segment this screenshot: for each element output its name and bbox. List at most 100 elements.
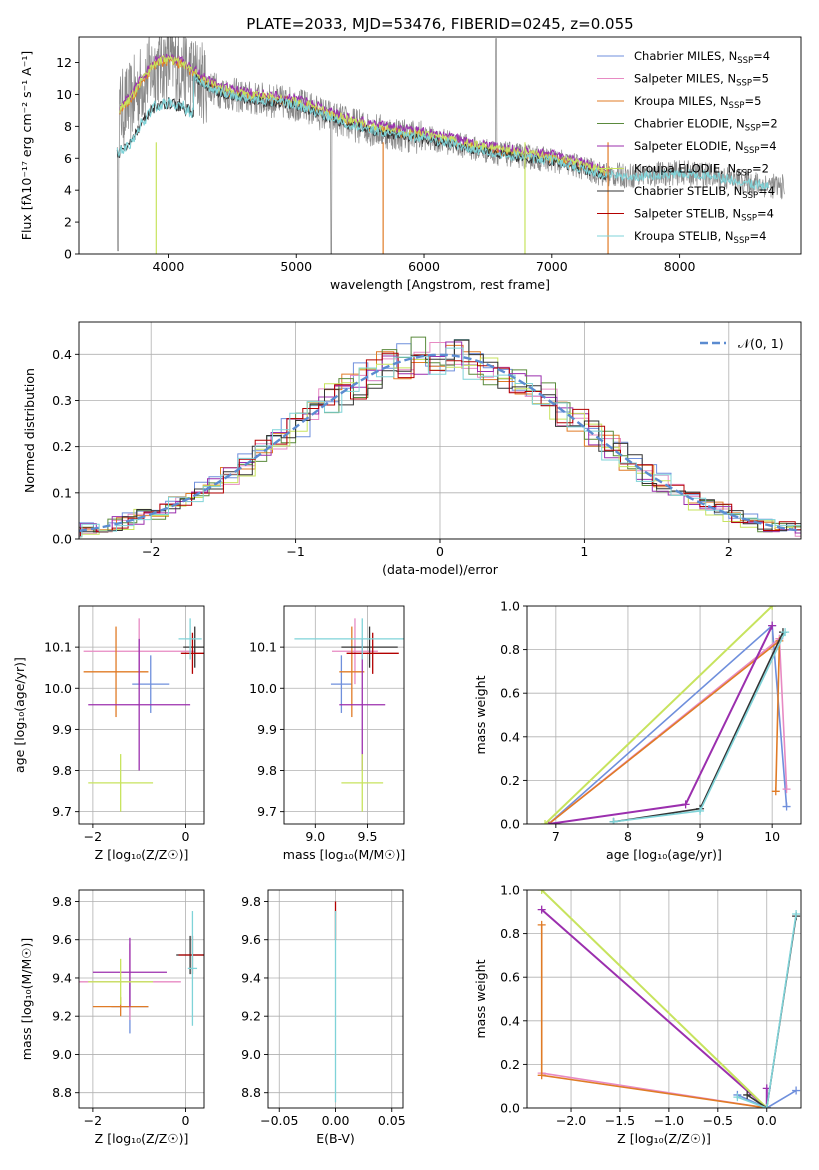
x-axis-label: Z [log₁₀(Z/Z☉)] (617, 1131, 711, 1146)
x-tick-label: 0 (436, 544, 444, 559)
x-tick-label: 9 (696, 829, 704, 844)
residual-legend: 𝒩(0, 1) (700, 336, 784, 351)
y-tick-label: 9.7 (52, 804, 72, 819)
axes-frame (526, 889, 802, 1109)
mass-weight-marker (762, 1104, 771, 1108)
legend-nssp-value: =4 (760, 139, 777, 153)
mass-weight-marker (537, 1071, 546, 1080)
y-tick-label: 0.0 (52, 532, 72, 547)
y-tick-label: 9.8 (257, 763, 277, 778)
x-tick-label: 9.5 (358, 829, 378, 844)
x-axis-label: (data-model)/error (382, 562, 499, 577)
axes-massweight_vs_Z: −2.0 −1.5 −1.0 −0.5 0.0 0.0 0.2 0.4 0.6 0.8 1.0 Z [… (473, 883, 802, 1146)
x-axis-label: wavelength [Angstrom, rest frame] (330, 277, 550, 292)
x-tick-label: 9.0 (305, 829, 325, 844)
y-axis-label: Normed distribution (22, 368, 37, 493)
legend-subscript: SSP (729, 101, 745, 111)
mass-weight-marker (768, 606, 777, 610)
plot-area (79, 606, 204, 824)
y-tick-label: 0.6 (500, 686, 520, 701)
y-tick-label: 0.2 (52, 439, 72, 454)
y-axis-label: mass weight (473, 959, 488, 1038)
x-tick-label: −0.05 (260, 1113, 298, 1128)
axes-residuals: 𝒩(0, 1) −2 −1 0 1 2 0.0 0.1 0.2 0.3 0.4 (data-model… (22, 321, 802, 577)
axes-massweight_vs_age: 7 8 9 10 0.0 0.2 0.4 0.6 0.8 1.0 age [log₁₀(age/yr… (473, 599, 802, 862)
x-tick-label: 7 (552, 829, 560, 844)
legend-nssp-value: =4 (757, 207, 774, 221)
axes-frame (526, 605, 802, 825)
y-tick-label: 0.1 (52, 485, 72, 500)
legend-series-name: Salpeter STELIB, N (634, 207, 741, 221)
plot-area (116, 37, 785, 254)
mass-weight-line (540, 924, 767, 1108)
y-tick-label: 0.8 (500, 926, 520, 941)
axes-frame (78, 605, 205, 825)
legend-nssp-value: =4 (753, 49, 770, 63)
legend-series-name: Salpeter MILES, N (634, 72, 736, 86)
y-tick-label: 0.4 (500, 1013, 520, 1028)
legend-entry-label: Chabrier STELIB, NSSP=4 (634, 184, 775, 201)
legend-series-name: Chabrier ELODIE, N (634, 117, 745, 131)
mass-weight-line (613, 631, 784, 823)
mass-weight-marker (696, 806, 705, 815)
legend-subscript: SSP (736, 79, 752, 89)
legend-series-name: Chabrier STELIB, N (634, 184, 742, 198)
legend-entry-label: Kroupa MILES, NSSP=5 (634, 94, 761, 111)
figure-title: PLATE=2033, MJD=53476, FIBERID=0245, z=0… (246, 15, 633, 33)
mass-weight-marker (609, 817, 618, 824)
mass-weight-marker (537, 905, 546, 914)
mass-weight-marker (768, 621, 777, 630)
x-tick-label: 0.05 (378, 1113, 406, 1128)
residual-histogram (79, 347, 801, 538)
y-tick-label: 9.2 (241, 1009, 261, 1024)
axes-frame (78, 889, 205, 1109)
x-tick-label: −2 (142, 544, 160, 559)
y-tick-label: 9.8 (52, 763, 72, 778)
y-tick-label: 10.1 (249, 640, 277, 655)
y-tick-label: 1.0 (500, 883, 520, 898)
x-tick-label: 0 (182, 829, 190, 844)
y-tick-label: 9.6 (241, 932, 261, 947)
mass-weight-marker (792, 909, 801, 918)
legend-entry-label: Kroupa STELIB, NSSP=4 (634, 229, 766, 246)
legend-subscript: SSP (737, 56, 753, 66)
legend-series-name: Kroupa STELIB, N (634, 229, 734, 243)
y-tick-label: 4 (64, 183, 72, 198)
x-axis-label: Z [log₁₀(Z/Z☉)] (95, 1131, 189, 1146)
y-tick-label: 9.7 (257, 804, 277, 819)
y-tick-label: 12 (56, 55, 72, 70)
legend-entry-label: Salpeter STELIB, NSSP=4 (634, 207, 774, 224)
x-tick-label: 0.00 (322, 1113, 350, 1128)
legend-nssp-value: =4 (758, 184, 775, 198)
x-tick-label: −0.5 (703, 1113, 733, 1128)
y-tick-label: 0.2 (500, 773, 520, 788)
legend-entry-label: Chabrier ELODIE, NSSP=2 (634, 117, 778, 134)
x-tick-label: 4000 (153, 259, 185, 274)
x-tick-label: 0 (182, 1113, 190, 1128)
legend-subscript: SSP (745, 124, 761, 134)
y-tick-label: 9.2 (52, 1009, 72, 1024)
legend-nssp-value: =4 (749, 229, 766, 243)
y-axis-label: age [log₁₀(age/yr)] (12, 657, 27, 773)
mass-weight-marker (733, 1093, 742, 1102)
y-tick-label: 0.8 (500, 642, 520, 657)
y-tick-label: 0.3 (52, 393, 72, 408)
mass-weight-line (544, 606, 773, 824)
mass-weight-line (737, 913, 797, 1108)
y-tick-label: 8.8 (241, 1085, 261, 1100)
y-tick-label: 2 (64, 215, 72, 230)
y-tick-label: 6 (64, 151, 72, 166)
axes-frame (283, 605, 405, 825)
legend-subscript: SSP (734, 236, 750, 246)
legend-entry-label: Kroupa ELODIE, NSSP=2 (634, 162, 769, 179)
y-tick-label: 1.0 (500, 599, 520, 614)
legend-series-name: Chabrier MILES, N (634, 49, 737, 63)
x-tick-label: 7000 (536, 259, 568, 274)
mass-weight-marker (792, 1086, 801, 1095)
x-axis-label: mass [log₁₀(M/M☉)] (283, 847, 405, 862)
legend-subscript: SSP (736, 169, 752, 179)
x-tick-label: −1 (286, 544, 304, 559)
